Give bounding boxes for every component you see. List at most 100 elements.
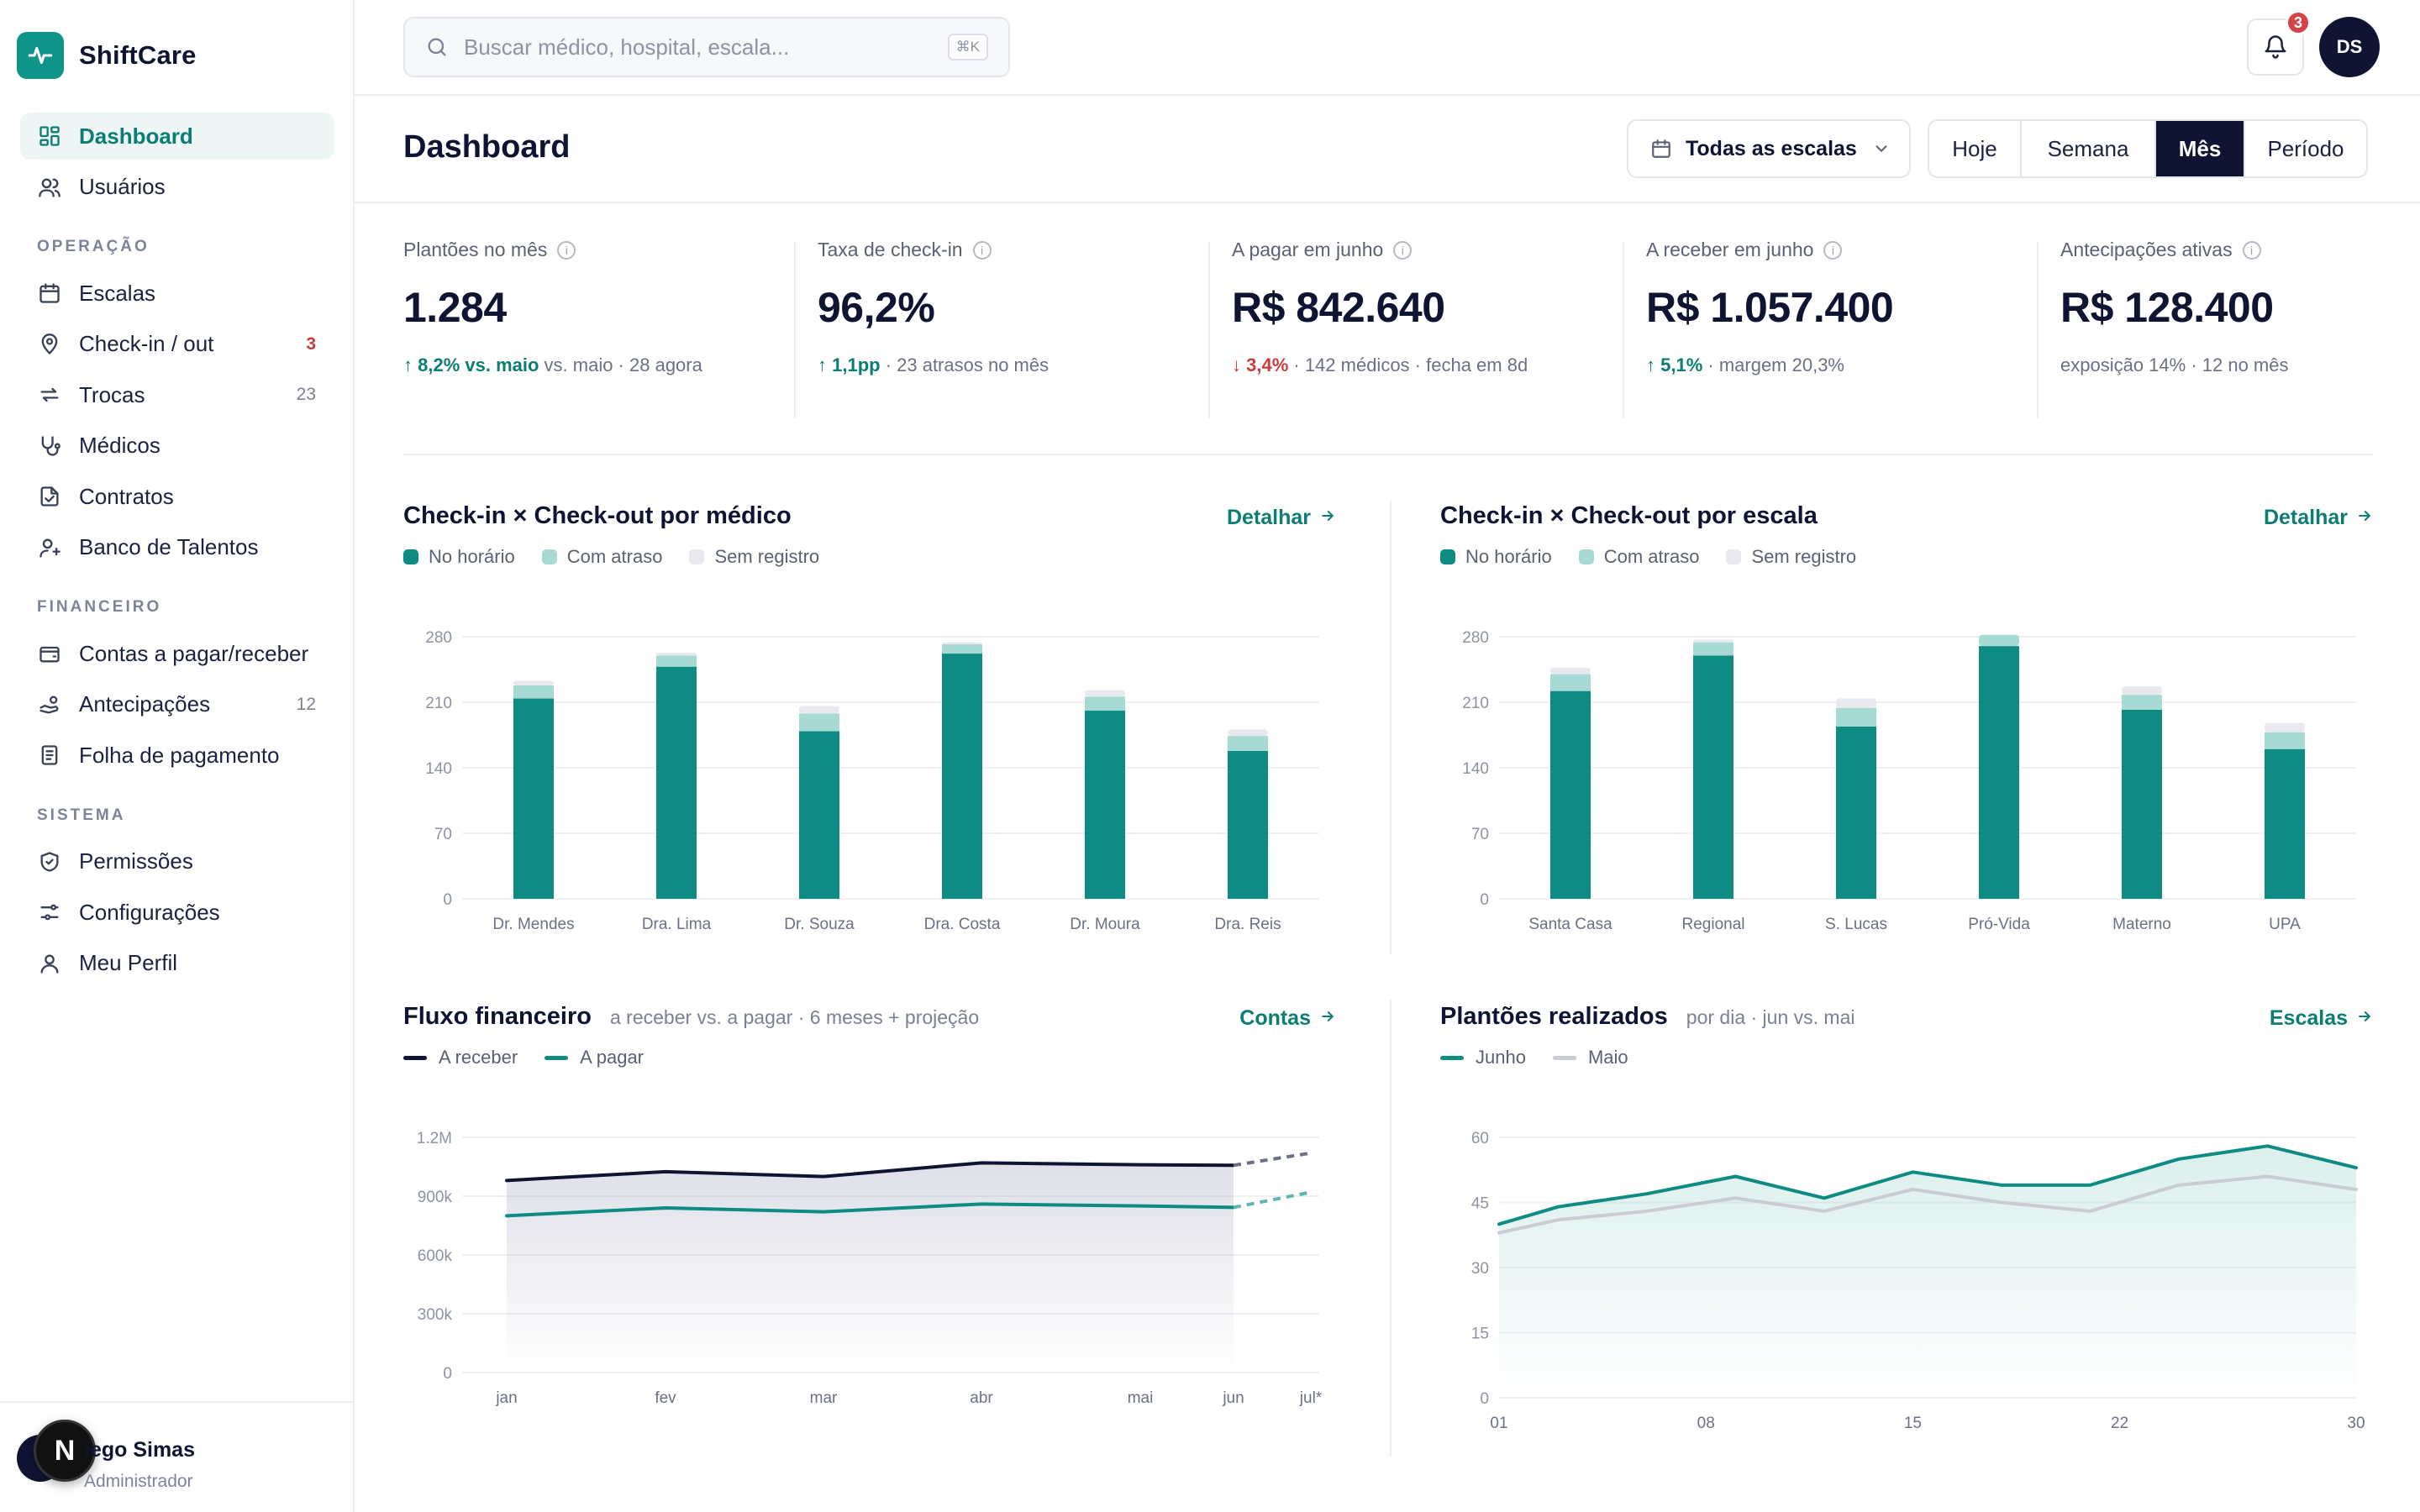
arrow-right-icon bbox=[2356, 506, 2373, 530]
bar-no-horario-s-lucas[interactable] bbox=[1836, 726, 1876, 899]
bar-com-atraso-s-lucas[interactable] bbox=[1836, 707, 1876, 727]
sidebar-item-antecipacoes[interactable]: Antecipações 12 bbox=[20, 681, 334, 728]
bar-com-atraso-materno[interactable] bbox=[2122, 695, 2162, 710]
user-avatar-button[interactable]: DS bbox=[2319, 17, 2380, 77]
topbar: Buscar médico, hospital, escala... ⌘K 3 … bbox=[355, 0, 2420, 96]
sidebar-item-trocas[interactable]: Trocas 23 bbox=[20, 371, 334, 418]
y-tick-label: 300k bbox=[418, 1306, 453, 1324]
bar-no-horario-dr-moura[interactable] bbox=[1085, 711, 1125, 899]
bar-sem-registro-s-lucas[interactable] bbox=[1836, 698, 1876, 708]
bar-sem-registro-dr-souza[interactable] bbox=[799, 706, 839, 714]
legend-item-a-pagar[interactable]: A pagar bbox=[544, 1047, 644, 1068]
legend-item-maio[interactable]: Maio bbox=[1552, 1047, 1628, 1068]
sidebar-item-contas-a-pagar-receber[interactable]: Contas a pagar/receber bbox=[20, 630, 334, 677]
bar-com-atraso-upa[interactable] bbox=[2265, 732, 2305, 749]
sidebar-item-folha-de-pagamento[interactable]: Folha de pagamento bbox=[20, 732, 334, 779]
sidebar-item-check-in-out[interactable]: Check-in / out 3 bbox=[20, 321, 334, 368]
users-icon bbox=[37, 175, 62, 200]
bar-no-horario-dr-souza[interactable] bbox=[799, 731, 839, 899]
chart-link-contas[interactable]: Contas bbox=[1239, 1006, 1336, 1031]
bar-sem-registro-dra-costa[interactable] bbox=[942, 642, 982, 644]
bar-com-atraso-dr-souza[interactable] bbox=[799, 713, 839, 732]
y-tick-label: 15 bbox=[1471, 1326, 1489, 1343]
sidebar-item-medicos[interactable]: Médicos bbox=[20, 423, 334, 470]
scale-filter-select[interactable]: Todas as escalas bbox=[1627, 119, 1911, 178]
brand[interactable]: ShiftCare bbox=[17, 32, 197, 79]
bar-sem-registro-upa[interactable] bbox=[2265, 722, 2305, 732]
sidebar-item-permissoes[interactable]: Permissões bbox=[20, 838, 334, 885]
legend-item-sem-registro[interactable]: Sem registro bbox=[1726, 546, 1856, 568]
projection-a-pagar[interactable] bbox=[1233, 1190, 1312, 1210]
info-icon[interactable]: i bbox=[557, 240, 576, 260]
bar-com-atraso-dra-reis[interactable] bbox=[1228, 736, 1268, 751]
bar-sem-registro-dr-moura[interactable] bbox=[1085, 690, 1125, 697]
bar-com-atraso-dr-mendes[interactable] bbox=[513, 685, 554, 699]
bar-com-atraso-santa-casa[interactable] bbox=[1550, 674, 1591, 691]
sidebar-item-escalas[interactable]: Escalas bbox=[20, 270, 334, 317]
legend-item-a-receber[interactable]: A receber bbox=[403, 1047, 518, 1068]
sidebar-item-configuracoes[interactable]: Configurações bbox=[20, 889, 334, 936]
period-periodo[interactable]: Período bbox=[2267, 135, 2344, 161]
sidebar-item-banco-de-talentos[interactable]: Banco de Talentos bbox=[20, 524, 334, 571]
sidebar-item-dashboard[interactable]: Dashboard bbox=[20, 113, 334, 160]
user-profile[interactable]: N iego Simas Administrador bbox=[0, 1401, 353, 1512]
legend-item-com-atraso[interactable]: Com atraso bbox=[541, 546, 662, 568]
bar-no-horario-dr-mendes[interactable] bbox=[513, 698, 554, 899]
notifications-button[interactable]: 3 bbox=[2247, 10, 2311, 76]
sidebar-item-usuarios[interactable]: Usuários bbox=[20, 164, 334, 211]
period-mes[interactable]: Mês bbox=[2156, 121, 2245, 176]
bar-com-atraso-dra-costa[interactable] bbox=[942, 643, 982, 654]
line-a-receber[interactable] bbox=[505, 1161, 1235, 1183]
column-divider bbox=[1390, 501, 1392, 954]
bar-com-atraso-regional[interactable] bbox=[1693, 642, 1733, 656]
x-tick-label: 08 bbox=[1697, 1415, 1715, 1432]
bar-sem-registro-santa-casa[interactable] bbox=[1550, 667, 1591, 675]
bar-sem-registro-dra-reis[interactable] bbox=[1228, 729, 1268, 737]
bar-no-horario-dra-costa[interactable] bbox=[942, 654, 982, 899]
period-hoje[interactable]: Hoje bbox=[1929, 121, 2022, 176]
chart-link-detalhar[interactable]: Detalhar bbox=[1227, 506, 1336, 530]
chart-title-text: Fluxo financeiro bbox=[403, 1003, 592, 1030]
bar-com-atraso-pro-vida[interactable] bbox=[1979, 634, 2019, 647]
line-a-pagar[interactable] bbox=[505, 1202, 1235, 1218]
sidebar-item-contratos[interactable]: Contratos bbox=[20, 473, 334, 520]
bar-no-horario-upa[interactable] bbox=[2265, 748, 2305, 899]
bar-no-horario-dra-reis[interactable] bbox=[1228, 750, 1268, 899]
x-tick-label: S. Lucas bbox=[1825, 916, 1887, 933]
bar-sem-registro-materno[interactable] bbox=[2122, 686, 2162, 696]
kpi-delta: ↑ 8,2% vs. maio bbox=[403, 354, 539, 375]
legend-item-no-horario[interactable]: No horário bbox=[1440, 546, 1552, 568]
sidebar-item-meu-perfil[interactable]: Meu Perfil bbox=[20, 940, 334, 987]
location-pin-icon bbox=[37, 332, 62, 357]
contract-icon bbox=[37, 484, 62, 509]
info-icon[interactable]: i bbox=[2242, 240, 2261, 260]
legend-swatch bbox=[1440, 549, 1455, 564]
legend-item-junho[interactable]: Junho bbox=[1440, 1047, 1526, 1068]
chart-link-detalhar[interactable]: Detalhar bbox=[2264, 506, 2373, 530]
chart-link-escalas[interactable]: Escalas bbox=[2270, 1006, 2373, 1031]
bar-no-horario-materno[interactable] bbox=[2122, 709, 2162, 899]
period-semana[interactable]: Semana bbox=[2022, 121, 2156, 176]
legend-item-com-atraso[interactable]: Com atraso bbox=[1578, 546, 1699, 568]
x-tick-label: Dr. Souza bbox=[784, 916, 855, 933]
kpi-detail: · 142 médicos · fecha em 8d bbox=[1288, 354, 1528, 375]
bar-com-atraso-dr-moura[interactable] bbox=[1085, 696, 1125, 711]
search-input[interactable]: Buscar médico, hospital, escala... ⌘K bbox=[403, 17, 1010, 77]
bar-com-atraso-dra-lima[interactable] bbox=[656, 655, 697, 667]
dev-overlay-badge[interactable]: N bbox=[34, 1420, 96, 1482]
bar-sem-registro-regional[interactable] bbox=[1693, 639, 1733, 643]
line-maio[interactable] bbox=[1497, 1174, 2358, 1235]
bar-no-horario-regional[interactable] bbox=[1693, 655, 1733, 899]
bar-no-horario-santa-casa[interactable] bbox=[1550, 690, 1591, 899]
legend-item-sem-registro[interactable]: Sem registro bbox=[689, 546, 819, 568]
bar-sem-registro-dra-lima[interactable] bbox=[656, 652, 697, 656]
legend-item-no-horario[interactable]: No horário bbox=[403, 546, 515, 568]
bar-no-horario-dra-lima[interactable] bbox=[656, 666, 697, 899]
info-icon[interactable]: i bbox=[1393, 240, 1413, 260]
info-icon[interactable]: i bbox=[1823, 240, 1843, 260]
line-junho[interactable] bbox=[1497, 1144, 2358, 1226]
bar-sem-registro-dr-mendes[interactable] bbox=[513, 680, 554, 685]
bar-no-horario-pro-vida[interactable] bbox=[1979, 646, 2019, 899]
info-icon[interactable]: i bbox=[972, 240, 992, 260]
projection-a-receber[interactable] bbox=[1233, 1151, 1312, 1168]
